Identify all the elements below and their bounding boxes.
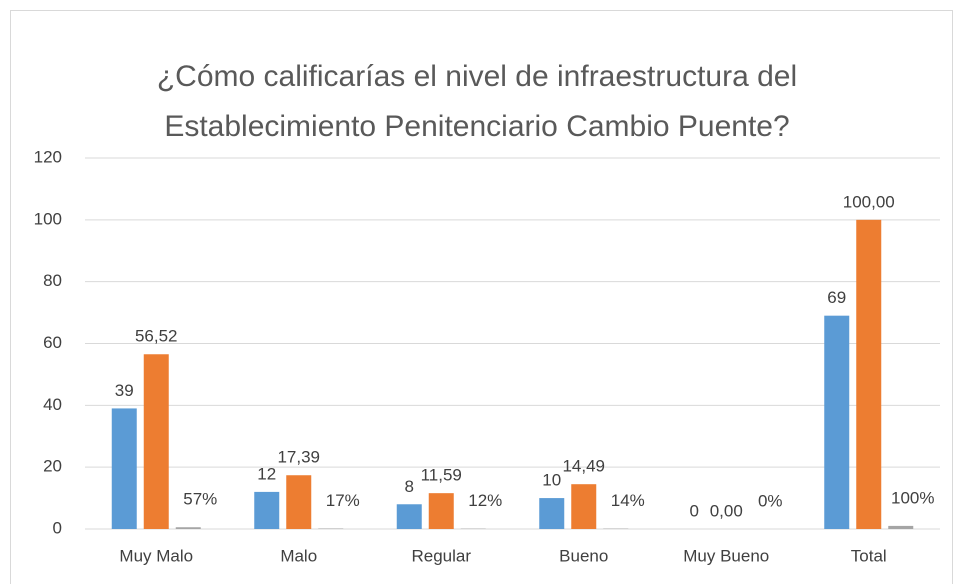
bar [856,219,882,530]
data-label: 14,49 [562,457,605,476]
chart-title: ¿Cómo calificarías el nivel de infraestr… [156,60,798,143]
data-label: 0% [758,491,783,510]
x-tick-label: Malo [280,546,317,565]
data-label: 11,59 [421,466,462,485]
bar [888,525,914,529]
bar [428,493,454,529]
data-label: 100% [891,488,934,507]
y-tick-label: 20 [43,457,62,476]
data-label: 56,52 [135,327,178,346]
data-label: 100,00 [843,192,895,211]
data-label: 12 [257,464,276,483]
data-label: 17,39 [277,448,320,467]
bar [286,475,312,529]
y-tick-label: 40 [43,395,62,414]
y-tick-label: 120 [34,147,62,166]
bar [824,315,850,529]
y-tick-label: 60 [43,333,62,352]
data-label: 8 [405,477,414,496]
data-label: 69 [827,288,846,307]
x-tick-label: Muy Bueno [683,546,769,565]
data-label: 14% [611,491,645,510]
y-tick-label: 100 [34,209,62,228]
bar [396,504,422,529]
bar [539,498,565,529]
chart-border [10,10,953,584]
data-label: 39 [115,381,134,400]
y-tick-label: 80 [43,271,62,290]
x-tick-label: Regular [411,546,471,565]
bar [254,491,280,529]
bar [143,354,169,529]
data-label: 0,00 [710,501,743,520]
bar [571,484,597,529]
x-tick-label: Bueno [559,546,608,565]
x-tick-label: Total [851,546,887,565]
data-label: 0 [690,501,699,520]
bar [111,408,137,529]
data-label: 10 [542,471,561,490]
data-label: 57% [183,490,217,509]
bar [318,528,344,529]
data-label: 12% [468,491,502,510]
x-tick-label: Muy Malo [119,546,193,565]
bar [175,527,201,529]
y-tick-label: 0 [53,518,62,537]
data-label: 17% [326,491,360,510]
